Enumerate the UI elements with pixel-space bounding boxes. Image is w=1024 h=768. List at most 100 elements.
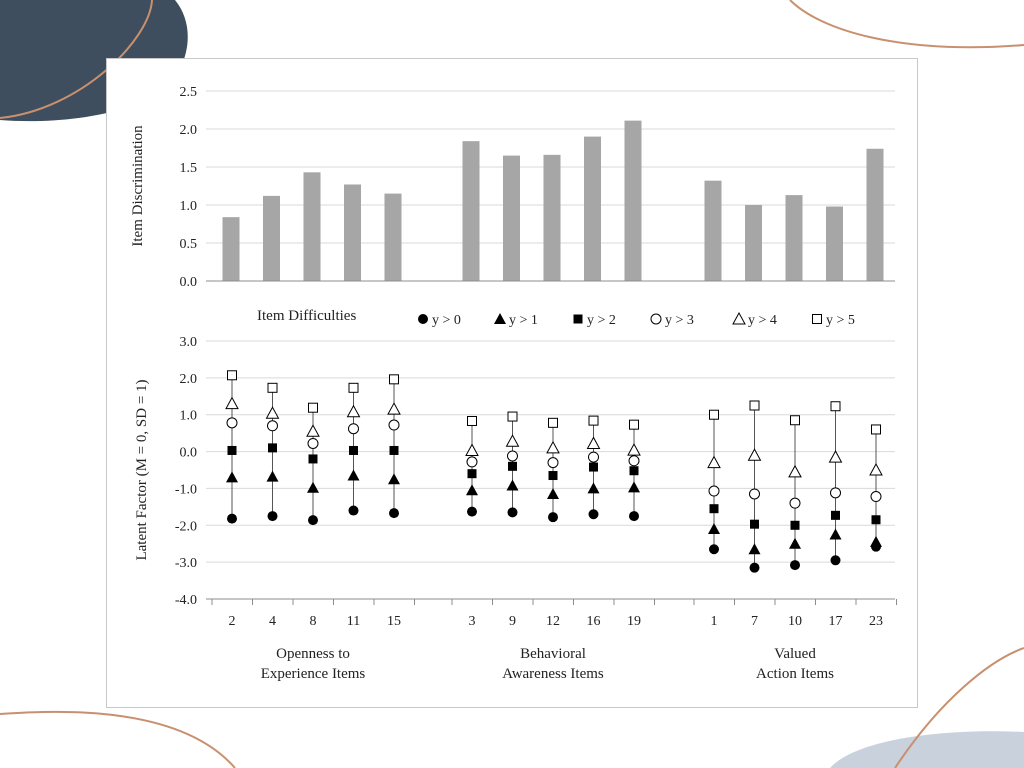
scatter-y-tick-label: 1.0: [180, 409, 198, 424]
point-item-7-filled-square: [750, 519, 759, 529]
legend-marker-filled-circle: [418, 314, 428, 324]
bar-y-tick-label: 2.5: [180, 85, 198, 100]
point-item-23-filled-square: [871, 515, 881, 525]
point-item-15-open-circle: [388, 419, 400, 431]
point-item-16-open-square: [588, 415, 599, 426]
scatter-chart-title: Item Difficulties: [257, 308, 356, 324]
point-item-12-open-square: [548, 417, 558, 428]
scatter-y-tick-label: -2.0: [175, 519, 197, 534]
point-item-11-filled-triangle: [347, 469, 360, 481]
x-tick-label-item-11: 11: [347, 614, 360, 629]
point-item-12-open-circle: [547, 457, 559, 469]
group-label-line1: Valued: [774, 646, 816, 662]
point-item-9-filled-square: [508, 461, 517, 471]
point-item-8-open-square: [308, 402, 318, 413]
point-item-12-filled-square: [548, 471, 558, 481]
point-item-23-filled-triangle: [870, 535, 882, 547]
point-item-2-filled-circle: [227, 513, 237, 524]
scatter-y-tick-label: 3.0: [180, 335, 198, 350]
point-item-23-open-triangle: [869, 462, 883, 476]
point-item-19-open-square: [629, 419, 639, 430]
point-item-16-filled-triangle: [587, 482, 600, 494]
bar-item-2: [222, 217, 240, 281]
point-item-15-filled-square: [389, 445, 399, 455]
point-item-4-open-circle: [267, 420, 278, 432]
legend-label: y > 0: [432, 313, 461, 328]
group-label-line1: Openness to: [276, 646, 350, 662]
legend-marker-open-square: [812, 314, 822, 324]
bar-y-tick-label: 0.0: [180, 275, 198, 290]
point-item-2-open-circle: [226, 417, 238, 429]
x-tick-label-item-2: 2: [229, 614, 236, 629]
scatter-chart-x-tick-marks: [211, 599, 897, 605]
x-tick-label-item-10: 10: [788, 614, 802, 629]
point-item-11-filled-square: [349, 445, 358, 455]
point-item-23-open-circle: [870, 491, 882, 503]
bar-item-11: [344, 184, 361, 281]
point-item-9-filled-triangle: [506, 479, 519, 491]
x-tick-label-item-23: 23: [869, 614, 883, 629]
legend-label: y > 5: [826, 313, 855, 328]
bar-item-16: [584, 136, 601, 281]
point-item-7-filled-circle: [749, 562, 760, 573]
x-tick-label-item-9: 9: [509, 614, 516, 629]
point-item-2-filled-triangle: [226, 471, 238, 483]
point-item-9-open-square: [507, 411, 518, 422]
point-item-15-open-triangle: [387, 402, 401, 415]
point-item-17-open-triangle: [828, 450, 843, 463]
bar-item-15: [384, 193, 402, 281]
point-item-10-filled-triangle: [789, 537, 801, 549]
bar-y-tick-label: 1.0: [180, 199, 198, 214]
point-item-16-filled-square: [589, 462, 598, 472]
bar-item-1: [704, 180, 722, 281]
point-item-15-filled-triangle: [388, 473, 400, 485]
scatter-chart-y-tick-labels: -4.0 -3.0 -2.0 -1.0 0.0 1.0 2.0 3.0: [175, 335, 197, 608]
bar-y-tick-label: 2.0: [180, 123, 198, 138]
bar-item-17: [826, 206, 843, 281]
bar-item-19: [624, 120, 642, 281]
point-item-19-filled-circle: [629, 511, 639, 522]
point-item-3-open-square: [467, 415, 477, 426]
bar-y-tick-label: 0.5: [180, 237, 198, 252]
point-item-1-filled-circle: [709, 544, 719, 555]
scatter-y-tick-label: 2.0: [180, 372, 198, 387]
point-item-9-open-triangle: [505, 434, 520, 447]
point-item-10-filled-square: [790, 520, 800, 530]
bar-item-3: [462, 141, 480, 281]
decorative-curve-bottom-right: [894, 647, 1024, 768]
point-item-3-filled-square: [467, 469, 477, 479]
x-tick-label-item-4: 4: [269, 614, 276, 629]
group-label-line1: Behavioral: [520, 646, 586, 662]
point-item-8-filled-circle: [308, 515, 318, 526]
legend-marker-filled-triangle: [494, 313, 506, 324]
point-item-10-open-square: [790, 415, 800, 426]
point-item-1-open-triangle: [707, 455, 721, 469]
point-item-17-filled-triangle: [829, 528, 842, 540]
point-item-4-filled-circle: [267, 511, 278, 522]
point-item-11-open-triangle: [346, 404, 361, 418]
scatter-chart-points: [225, 370, 883, 573]
point-item-1-open-circle: [708, 485, 720, 497]
legend-label: y > 4: [748, 313, 777, 328]
item-parameter-chart: 0.0 0.5 1.0 1.5 2.0 2.5 Item Discrimination I…: [130, 85, 897, 682]
group-label-line2: Awareness Items: [502, 666, 604, 682]
point-item-4-open-triangle: [265, 406, 280, 419]
legend-label: y > 1: [509, 313, 538, 328]
point-item-10-filled-circle: [790, 560, 800, 571]
point-item-16-open-triangle: [586, 436, 601, 449]
point-item-4-filled-square: [268, 443, 277, 453]
point-item-17-open-square: [830, 401, 841, 412]
point-item-15-filled-circle: [389, 508, 399, 519]
bar-item-10: [785, 195, 803, 281]
point-item-19-filled-triangle: [628, 481, 640, 493]
scatter-chart-gridlines: [206, 340, 895, 563]
point-item-3-open-triangle: [465, 443, 479, 456]
point-item-7-open-square: [749, 400, 760, 411]
scatter-chart-y-axis-label: Latent Factor (M = 0, SD = 1): [134, 379, 150, 560]
item-discrimination-bar-chart: 0.0 0.5 1.0 1.5 2.0 2.5 Item Discrimination: [130, 85, 895, 290]
point-item-8-open-circle: [307, 437, 319, 449]
point-item-9-open-circle: [507, 450, 518, 462]
bar-item-4: [263, 195, 280, 281]
x-tick-label-item-17: 17: [829, 614, 843, 629]
decorative-curve-bottom-left: [0, 710, 236, 768]
